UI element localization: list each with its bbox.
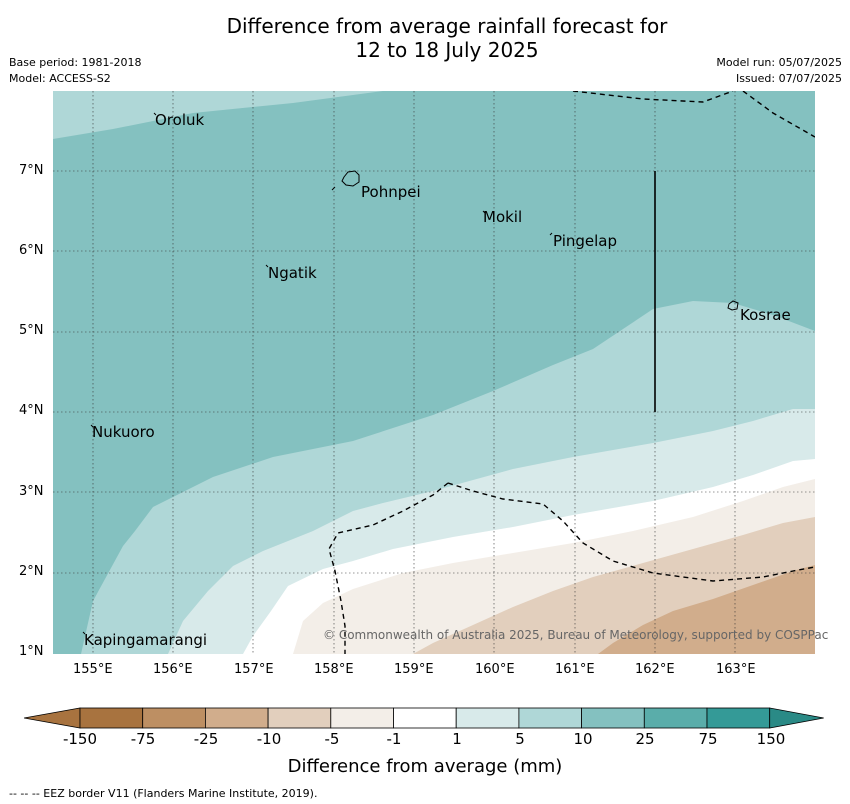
y-tick-2n: 2°N [19, 564, 44, 579]
graticule [53, 91, 815, 654]
colorbar-swatch [581, 707, 645, 729]
band-cm25-m10 [598, 565, 815, 654]
colorbar-tick-label: 150 [756, 730, 786, 748]
colorbar-tick-label: -1 [386, 730, 402, 748]
x-tick-163e: 163°E [716, 662, 756, 677]
colorbar-tick-label: -25 [193, 730, 219, 748]
copyright-notice: © Commonwealth of Australia 2025, Bureau… [323, 628, 829, 642]
y-tick-5n: 5°N [19, 323, 44, 338]
eez-border [328, 91, 815, 654]
model-label: Model: ACCESS-S2 [9, 72, 111, 85]
x-tick-161e: 161°E [555, 662, 595, 677]
colorbar-swatch [142, 707, 206, 729]
y-tick-7n: 7°N [19, 163, 44, 178]
issued-label: Issued: 07/07/2025 [735, 72, 842, 85]
x-tick-158e: 158°E [314, 662, 354, 677]
x-tick-162e: 162°E [635, 662, 675, 677]
colorbar-swatch [455, 707, 520, 729]
place-label-pohnpei: Pohnpei [361, 183, 421, 201]
place-label-nukuoro: Nukuoro [92, 423, 155, 441]
footnote-eez-legend: -- -- -- EEZ border V11 (Flanders Marine… [9, 787, 318, 800]
colorbar-tick-label: -150 [62, 730, 98, 748]
colorbar-title: Difference from average (mm) [287, 756, 563, 777]
colorbar-tick-label: 1 [452, 730, 462, 748]
colorbar-tick-label: 5 [515, 730, 525, 748]
y-tick-3n: 3°N [19, 484, 44, 499]
place-label-oroluk: Oroluk [155, 111, 205, 129]
place-label-kosrae: Kosrae [740, 306, 791, 324]
x-tick-160e: 160°E [475, 662, 515, 677]
x-tick-155e: 155°E [73, 662, 113, 677]
x-tick-159e: 159°E [394, 662, 434, 677]
colorbar-swatch [204, 707, 269, 729]
colorbar-swatch [330, 707, 394, 729]
colorbar-swatch [79, 707, 144, 729]
place-label-pingelap: Pingelap [553, 232, 618, 250]
colorbar-swatch [267, 707, 332, 729]
model-run-label: Model run: 05/07/2025 [716, 56, 842, 69]
colorbar-swatch [706, 707, 771, 729]
base-period-label: Base period: 1981-2018 [9, 56, 142, 69]
y-tick-4n: 4°N [19, 403, 44, 418]
colorbar-tick-label: 25 [635, 730, 655, 748]
colorbar-swatch [643, 707, 708, 729]
y-tick-1n: 1°N [19, 644, 44, 659]
colorbar-tick-label: 75 [698, 730, 718, 748]
kosrae-island-icon [727, 300, 739, 311]
y-tick-6n: 6°N [19, 243, 44, 258]
colorbar-tick-label: -5 [324, 730, 340, 748]
chart-title-line-2: 12 to 18 July 2025 [355, 38, 539, 62]
colorbar-extend-high [769, 707, 824, 729]
x-tick-156e: 156°E [153, 662, 193, 677]
colorbar-tick-label: -75 [130, 730, 156, 748]
rainfall-anomaly-map [53, 91, 815, 654]
colorbar-tick-label: -10 [256, 730, 282, 748]
chart-title-line-1: Difference from average rainfall forecas… [226, 14, 668, 38]
colorbar-tick-label: 10 [573, 730, 593, 748]
island-outlines [82, 112, 739, 635]
band-c10-25 [53, 91, 815, 654]
colorbar [24, 707, 824, 729]
place-label-mokil: Mokil [483, 208, 523, 226]
x-tick-157e: 157°E [234, 662, 274, 677]
colorbar-extend-low [24, 707, 81, 729]
place-label-ngatik: Ngatik [268, 264, 317, 282]
place-label-kapingamarangi: Kapingamarangi [84, 631, 208, 649]
colorbar-swatch [393, 707, 457, 729]
pohnpei-island-icon [341, 170, 360, 187]
colorbar-swatch [518, 707, 582, 729]
